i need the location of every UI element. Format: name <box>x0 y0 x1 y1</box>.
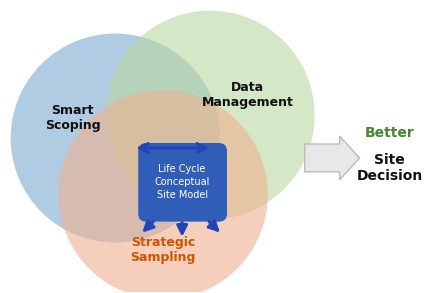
Ellipse shape <box>11 33 220 243</box>
Ellipse shape <box>59 90 267 293</box>
Text: Better: Better <box>364 126 413 140</box>
FancyBboxPatch shape <box>138 143 227 222</box>
Text: Strategic
Sampling: Strategic Sampling <box>130 236 195 263</box>
Text: Data
Management: Data Management <box>201 81 293 109</box>
FancyArrow shape <box>304 136 359 180</box>
Text: Life Cycle
Conceptual
Site Model: Life Cycle Conceptual Site Model <box>154 163 209 200</box>
Text: Smart
Scoping: Smart Scoping <box>45 104 100 132</box>
Ellipse shape <box>105 11 314 220</box>
Text: Site
Decision: Site Decision <box>355 153 421 183</box>
